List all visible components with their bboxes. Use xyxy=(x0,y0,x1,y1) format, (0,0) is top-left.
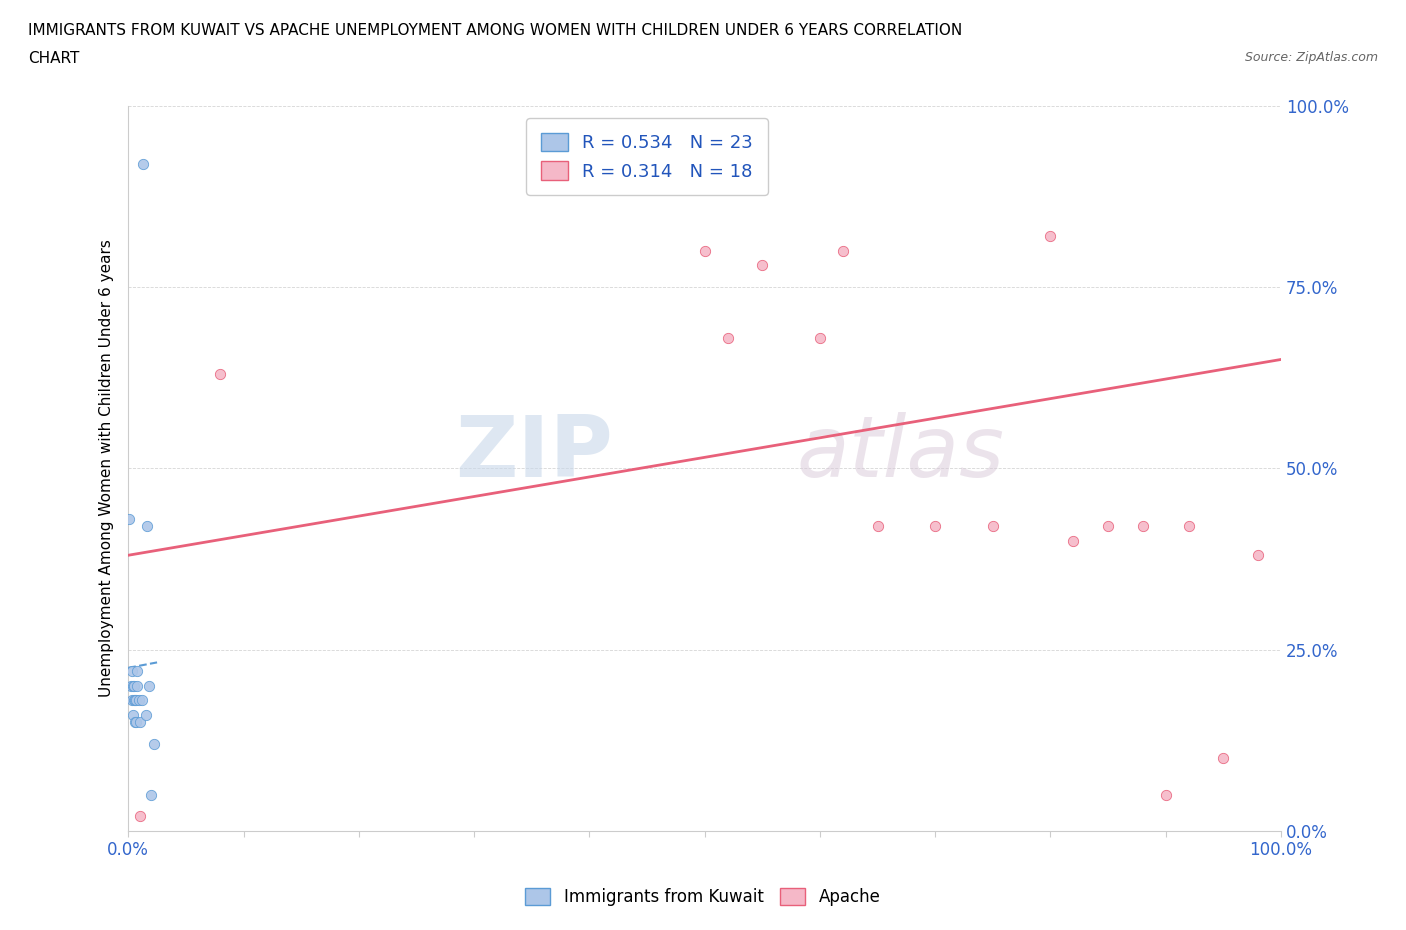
Text: Source: ZipAtlas.com: Source: ZipAtlas.com xyxy=(1244,51,1378,64)
Point xyxy=(127,678,149,693)
Point xyxy=(127,664,149,679)
Text: IMMIGRANTS FROM KUWAIT VS APACHE UNEMPLOYMENT AMONG WOMEN WITH CHILDREN UNDER 6 : IMMIGRANTS FROM KUWAIT VS APACHE UNEMPLO… xyxy=(28,23,962,38)
Point xyxy=(128,693,150,708)
Point xyxy=(1062,533,1084,548)
Point xyxy=(1039,229,1062,244)
Y-axis label: Unemployment Among Women with Children Under 6 years: Unemployment Among Women with Children U… xyxy=(100,239,114,698)
Point xyxy=(124,693,146,708)
Point xyxy=(1154,787,1177,802)
Point xyxy=(121,708,143,723)
Point xyxy=(1177,519,1199,534)
Point xyxy=(981,519,1004,534)
Point xyxy=(135,708,157,723)
Point xyxy=(128,714,150,729)
Point xyxy=(1132,519,1154,534)
Point xyxy=(128,809,150,824)
Point xyxy=(121,678,143,693)
Point xyxy=(122,693,145,708)
Point xyxy=(141,787,163,802)
Point xyxy=(125,714,148,729)
Point xyxy=(209,366,232,381)
Text: CHART: CHART xyxy=(28,51,80,66)
Point xyxy=(142,737,165,751)
Point xyxy=(924,519,946,534)
Point xyxy=(131,693,153,708)
Point xyxy=(120,678,142,693)
Point xyxy=(121,693,143,708)
Legend: Immigrants from Kuwait, Apache: Immigrants from Kuwait, Apache xyxy=(519,881,887,912)
Point xyxy=(135,519,157,534)
Point xyxy=(121,664,143,679)
Point xyxy=(118,512,141,526)
Text: ZIP: ZIP xyxy=(454,412,613,496)
Text: atlas: atlas xyxy=(797,412,1005,496)
Point xyxy=(132,156,155,171)
Point xyxy=(125,693,148,708)
Point xyxy=(751,258,773,272)
Point xyxy=(1212,751,1234,765)
Point xyxy=(832,244,855,259)
Point xyxy=(808,330,831,345)
Point xyxy=(866,519,889,534)
Point xyxy=(693,244,716,259)
Point xyxy=(124,714,146,729)
Point xyxy=(1097,519,1119,534)
Point xyxy=(1247,548,1270,563)
Point xyxy=(717,330,740,345)
Point xyxy=(138,678,160,693)
Legend: R = 0.534   N = 23, R = 0.314   N = 18: R = 0.534 N = 23, R = 0.314 N = 18 xyxy=(526,118,768,195)
Point xyxy=(122,678,145,693)
